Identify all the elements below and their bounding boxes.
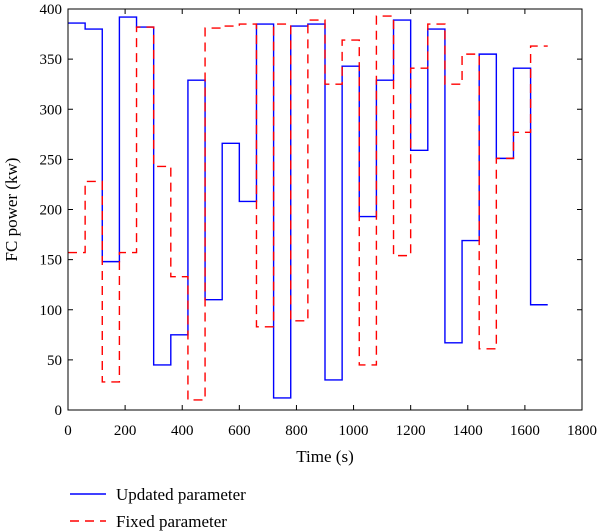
x-tick-label: 200 <box>114 423 137 439</box>
x-tick-label: 1600 <box>510 423 540 439</box>
x-tick-label: 800 <box>285 423 308 439</box>
y-tick-label: 150 <box>40 253 63 269</box>
x-tick-label: 1000 <box>339 423 369 439</box>
ticks-group: 0 200 400 600 800 1000 1200 1400 1600 1800 0 50 100 1… <box>40 2 598 439</box>
x-tick-label: 400 <box>171 423 194 439</box>
y-axis-label: FC power (kw) <box>2 158 21 262</box>
legend: Updated parameter Fixed parameter <box>70 485 246 531</box>
y-tick-label: 400 <box>40 2 63 18</box>
legend-label-1: Updated parameter <box>116 485 246 504</box>
y-tick-label: 250 <box>40 152 63 168</box>
y-tick-label: 350 <box>40 52 63 68</box>
y-tick-label: 50 <box>47 353 62 369</box>
x-axis-label: Time (s) <box>296 447 353 466</box>
x-tick-label: 600 <box>228 423 251 439</box>
y-tick-label: 300 <box>40 102 63 118</box>
y-tick-label: 100 <box>40 303 63 319</box>
legend-label-2: Fixed parameter <box>116 512 227 531</box>
x-tick-label: 1800 <box>567 423 597 439</box>
y-tick-label: 200 <box>40 203 63 219</box>
series-line-2 <box>68 15 548 401</box>
x-tick-label: 1200 <box>396 423 426 439</box>
y-tick-label: 0 <box>55 403 63 419</box>
x-tick-label: 0 <box>64 423 72 439</box>
x-tick-label: 1400 <box>453 423 483 439</box>
series-group <box>68 15 548 401</box>
